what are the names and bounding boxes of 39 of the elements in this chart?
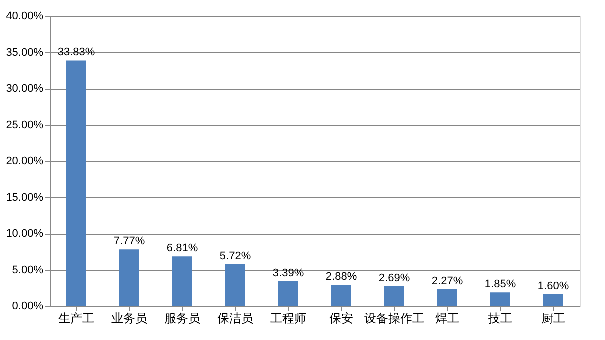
x-tick-label: 服务员 xyxy=(164,312,200,326)
data-label: 2.69% xyxy=(378,272,410,284)
data-label: 7.77% xyxy=(114,236,146,248)
data-label: 2.27% xyxy=(432,276,464,288)
x-tick-label: 保安 xyxy=(330,312,354,326)
y-tick-label: 35.00% xyxy=(6,46,44,59)
y-tick-label: 25.00% xyxy=(6,119,44,132)
bar xyxy=(438,290,458,306)
y-tick-label: 10.00% xyxy=(6,228,44,240)
y-tick-label: 15.00% xyxy=(6,192,44,204)
x-tick-label: 工程师 xyxy=(270,312,306,326)
x-tick-label: 焊工 xyxy=(436,312,460,326)
x-tick-label: 保洁员 xyxy=(218,312,254,326)
bar xyxy=(278,281,298,306)
x-tick-label: 生产工 xyxy=(58,312,94,326)
data-label: 1.85% xyxy=(484,278,516,291)
data-label: 2.88% xyxy=(326,271,358,284)
y-tick-label: 20.00% xyxy=(6,156,44,168)
x-tick-label: 设备操作工 xyxy=(364,312,424,326)
data-label: 33.83% xyxy=(58,46,96,59)
y-tick-label: 0.00% xyxy=(12,300,44,312)
data-label: 3.39% xyxy=(272,267,304,280)
x-tick-label: 厨工 xyxy=(542,312,566,326)
bar xyxy=(172,256,192,306)
y-tick-label: 30.00% xyxy=(6,83,44,95)
data-label: 1.60% xyxy=(538,280,570,292)
bar xyxy=(332,285,352,306)
x-tick-label: 业务员 xyxy=(112,312,148,326)
data-label: 5.72% xyxy=(220,250,252,263)
bar xyxy=(384,286,404,306)
bar xyxy=(120,250,140,306)
y-tick-label: 40.00% xyxy=(6,10,44,22)
bar xyxy=(226,264,246,306)
bar xyxy=(66,60,86,306)
x-tick-label: 技工 xyxy=(488,312,512,326)
data-label: 6.81% xyxy=(166,242,198,255)
bar xyxy=(544,294,564,306)
bar xyxy=(490,292,510,306)
y-tick-label: 5.00% xyxy=(12,264,44,276)
